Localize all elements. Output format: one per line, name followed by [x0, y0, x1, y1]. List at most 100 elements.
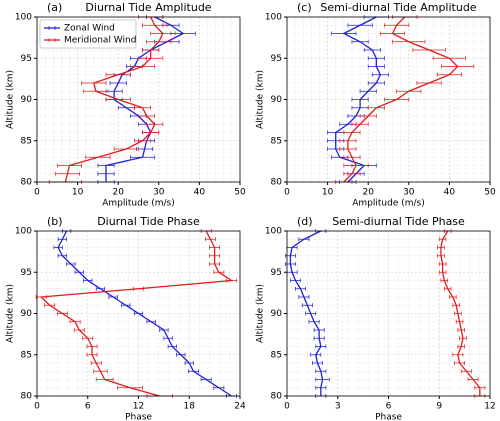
error-bar: [343, 163, 369, 168]
error-bar: [146, 319, 156, 324]
error-bar: [392, 39, 426, 44]
error-bar: [138, 56, 164, 61]
chart-title: Diurnal Tide Amplitude: [85, 1, 211, 14]
legend-label: Meridional Wind: [64, 36, 136, 46]
error-bar: [142, 23, 168, 28]
error-bar: [209, 245, 221, 250]
error-bar: [69, 319, 81, 324]
x-tick-label: 50: [234, 188, 246, 198]
error-bar: [73, 328, 85, 332]
error-bar: [301, 303, 313, 308]
error-bar: [455, 319, 464, 324]
y-tick-label: 100: [15, 13, 32, 23]
error-bar: [452, 352, 464, 357]
error-bar: [457, 344, 465, 349]
x-tick-label: 40: [194, 188, 206, 198]
x-axis-label: Phase: [375, 413, 402, 421]
x-tick-label: 20: [362, 188, 374, 198]
x-tick-label: 10: [72, 188, 84, 198]
y-tick-label: 100: [265, 227, 282, 237]
error-bar: [133, 311, 144, 316]
error-bar: [56, 311, 68, 316]
y-tick-label: 90: [21, 309, 33, 319]
error-bar: [331, 31, 357, 36]
error-bar: [367, 81, 385, 85]
y-tick-label: 80: [271, 392, 283, 402]
error-bar: [343, 171, 361, 176]
error-bar: [367, 56, 385, 61]
y-tick-label: 100: [15, 227, 32, 237]
error-bar: [188, 369, 199, 374]
error-bar: [113, 147, 139, 151]
error-bar: [459, 336, 467, 341]
legend-swatch-bar: [48, 26, 56, 30]
error-bar: [380, 31, 406, 36]
error-bar: [363, 48, 381, 52]
x-tick-label: 0: [284, 188, 290, 198]
error-bar: [95, 286, 106, 291]
error-bar: [57, 237, 67, 242]
error-bar: [209, 262, 221, 266]
legend-box: [39, 19, 137, 49]
error-bar: [367, 64, 385, 69]
error-bar: [351, 39, 369, 44]
error-bar: [416, 81, 442, 85]
error-bar: [83, 89, 109, 94]
y-tick-label: 95: [21, 54, 32, 64]
error-bar: [53, 245, 63, 250]
x-tick-label: 40: [444, 188, 456, 198]
error-bar: [437, 245, 445, 250]
error-bar: [313, 336, 325, 341]
error-bar: [457, 328, 465, 332]
plot-frame: [36, 230, 241, 397]
error-bar: [298, 295, 310, 299]
y-axis-label: Altitude (km): [6, 70, 16, 129]
error-bar: [130, 64, 156, 69]
y-tick-label: 85: [271, 136, 282, 146]
error-bar: [146, 39, 172, 44]
error-bar: [351, 122, 369, 127]
error-bar: [35, 295, 47, 299]
y-tick-label: 85: [271, 350, 282, 360]
error-bar: [83, 278, 93, 283]
error-bar: [359, 114, 377, 118]
error-bar: [56, 163, 83, 168]
error-bar: [176, 352, 186, 357]
error-bar: [343, 155, 361, 160]
error-bar: [295, 286, 306, 291]
error-bar: [310, 352, 322, 357]
chart-title: Semi-diurnal Tide Amplitude: [320, 1, 476, 14]
y-tick-label: 90: [271, 309, 283, 319]
error-bar: [90, 361, 102, 365]
x-tick-label: 12: [484, 402, 495, 412]
error-bar: [213, 385, 225, 390]
error-bar: [474, 385, 486, 390]
error-bar: [305, 311, 317, 316]
y-tick-label: 85: [21, 136, 32, 146]
error-bar: [150, 31, 176, 36]
error-bar: [226, 278, 237, 283]
error-bar: [396, 89, 422, 94]
error-bar: [315, 344, 327, 349]
y-tick-label: 80: [271, 178, 283, 188]
legend-label: Zonal Wind: [64, 24, 115, 34]
error-bar: [133, 286, 144, 291]
chart-title: Semi-diurnal Tide Phase: [332, 215, 465, 228]
error-bar: [117, 385, 144, 390]
y-tick-label: 80: [21, 392, 33, 402]
y-tick-label: 95: [271, 268, 282, 278]
x-axis-label: Amplitude (m/s): [102, 199, 175, 209]
error-bar: [213, 270, 225, 275]
error-bar: [467, 377, 479, 382]
error-bar: [454, 361, 465, 365]
chart-title: Diurnal Tide Phase: [97, 215, 200, 228]
x-tick-label: 12: [133, 402, 144, 412]
y-tick-label: 95: [21, 268, 32, 278]
error-bar: [86, 352, 98, 357]
error-bar: [81, 81, 107, 85]
error-bar: [298, 237, 310, 242]
error-bar: [315, 369, 327, 374]
error-bar: [57, 253, 67, 258]
error-bar: [121, 303, 131, 308]
